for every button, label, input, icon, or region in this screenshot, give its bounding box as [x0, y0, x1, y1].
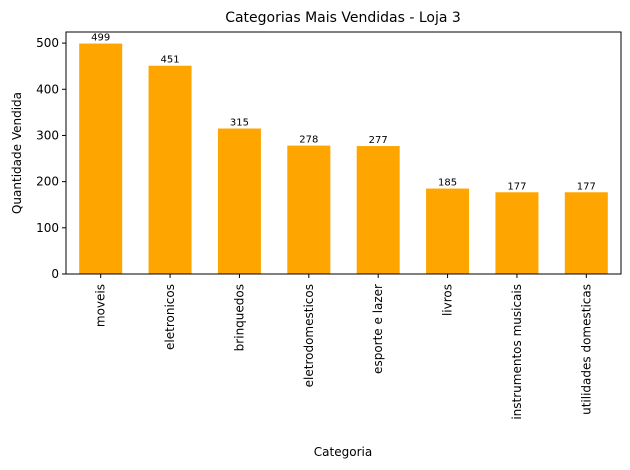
x-tick-label-5: livros	[441, 284, 455, 316]
bar-2	[217, 128, 261, 274]
bar-0	[79, 43, 123, 274]
bar-4	[356, 146, 400, 274]
x-axis: moveis eletronicos brinquedos eletrodomesti…	[94, 274, 593, 420]
data-label-2: 315	[230, 118, 249, 129]
x-tick-label-2: brinquedos	[232, 284, 246, 351]
y-axis: 0 100 200 300 400 500	[36, 36, 66, 281]
y-tick-label-4: 400	[36, 82, 59, 96]
y-tick-label-0: 0	[51, 267, 59, 281]
x-tick-label-7: utilidades domesticas	[579, 284, 593, 415]
data-labels-layer: 499 451 315 278 277 185 177 177	[91, 33, 596, 193]
y-tick-label-3: 300	[36, 128, 59, 142]
data-label-6: 177	[507, 181, 526, 192]
y-tick-label-2: 200	[36, 175, 59, 189]
bar-6	[495, 192, 539, 274]
x-tick-label-4: esporte e lazer	[371, 284, 385, 374]
data-label-4: 277	[369, 135, 388, 146]
bar-1	[148, 65, 192, 274]
data-label-7: 177	[577, 181, 596, 192]
data-label-3: 278	[299, 135, 318, 146]
chart-title: Categorias Mais Vendidas - Loja 3	[225, 10, 461, 26]
x-axis-title: Categoria	[314, 445, 372, 459]
data-label-1: 451	[161, 55, 180, 66]
bar-3	[287, 145, 331, 274]
y-tick-label-5: 500	[36, 36, 59, 50]
x-tick-label-1: eletronicos	[163, 284, 177, 350]
bar-7	[564, 192, 608, 274]
data-label-0: 499	[91, 33, 110, 44]
x-tick-label-6: instrumentos musicais	[510, 284, 524, 420]
y-tick-label-1: 100	[36, 221, 59, 235]
plot-frame	[65, 31, 622, 275]
bars-layer	[79, 43, 608, 274]
y-axis-title: Quantidade Vendida	[10, 92, 24, 214]
bar-5	[426, 188, 470, 274]
data-label-5: 185	[438, 178, 457, 189]
x-tick-label-3: eletrodomesticos	[302, 284, 316, 387]
x-tick-label-0: moveis	[94, 284, 108, 327]
